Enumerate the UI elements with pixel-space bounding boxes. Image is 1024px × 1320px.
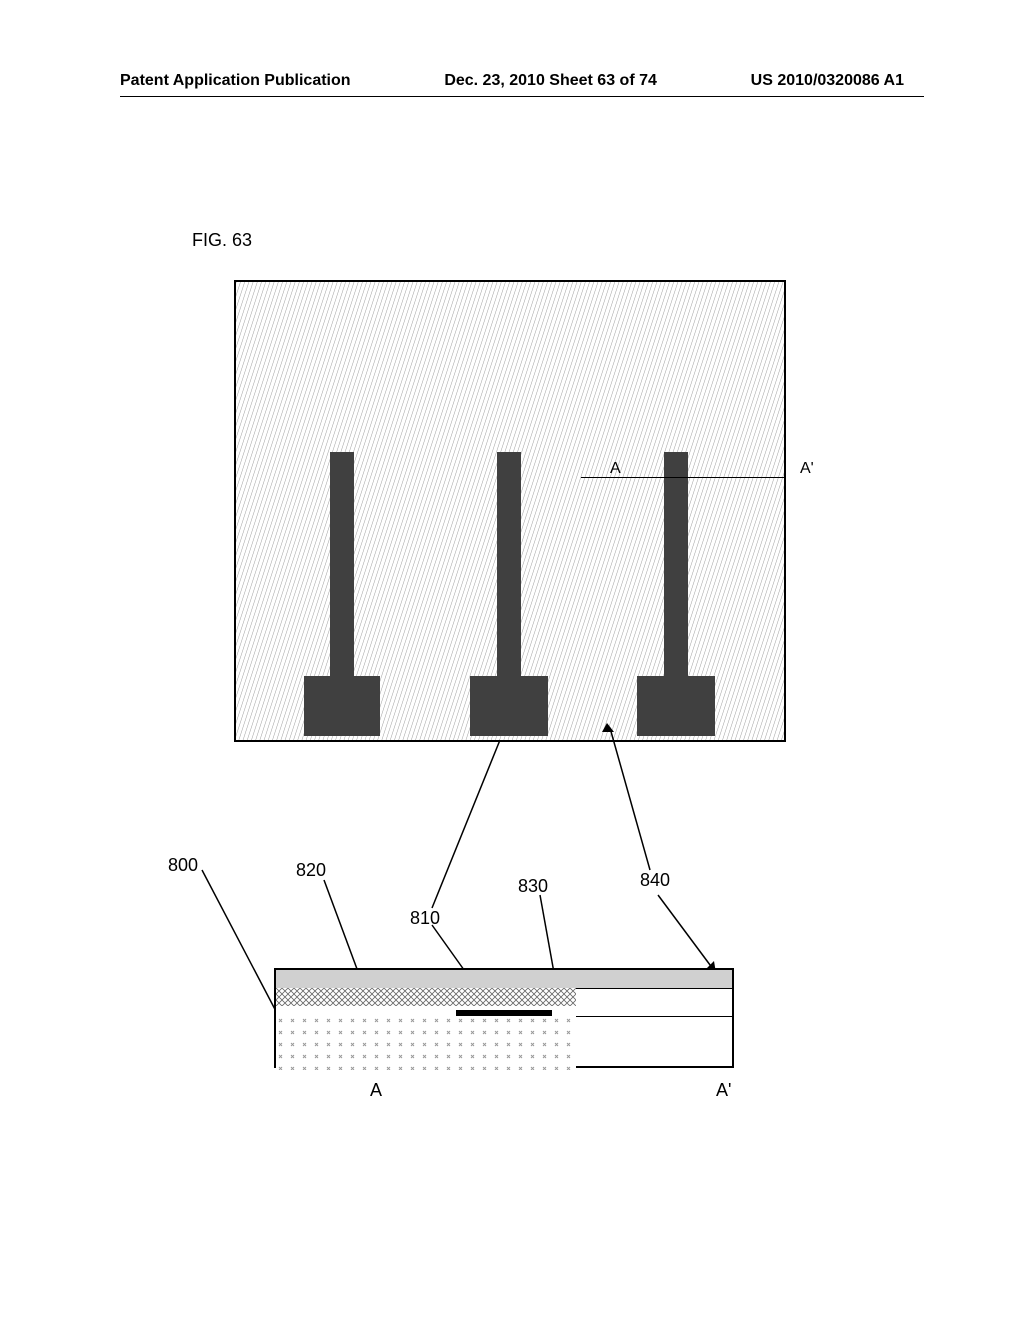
top-view-figure: [234, 280, 786, 742]
section-label-A-prime: A': [800, 460, 814, 478]
layer-800: [276, 1016, 576, 1070]
electrode-cross-section: [456, 1010, 552, 1016]
cross-section-figure: [274, 968, 734, 1068]
electrode-stem-1: [497, 452, 521, 676]
ref-830: 830: [518, 876, 548, 897]
electrode-stem-2: [664, 452, 688, 676]
figure-label: FIG. 63: [192, 230, 252, 251]
ref-800: 800: [168, 855, 198, 876]
layer-830: [276, 988, 576, 1006]
layer-840: [276, 970, 732, 988]
ref-840: 840: [640, 870, 670, 891]
electrode-base-2: [637, 676, 715, 736]
electrode-base-0: [304, 676, 380, 736]
cs-label-A: A: [370, 1080, 382, 1101]
section-label-A: A: [610, 460, 621, 478]
header-center: Dec. 23, 2010 Sheet 63 of 74: [444, 72, 657, 90]
cs-label-A-prime: A': [716, 1080, 731, 1101]
ref-810: 810: [410, 908, 440, 929]
ref-820: 820: [296, 860, 326, 881]
electrode-base-1: [470, 676, 548, 736]
page-header: Patent Application Publication Dec. 23, …: [0, 72, 1024, 90]
header-left: Patent Application Publication: [120, 72, 351, 90]
header-right: US 2010/0320086 A1: [751, 72, 904, 90]
header-rule: [120, 96, 924, 97]
electrode-stem-0: [330, 452, 354, 676]
